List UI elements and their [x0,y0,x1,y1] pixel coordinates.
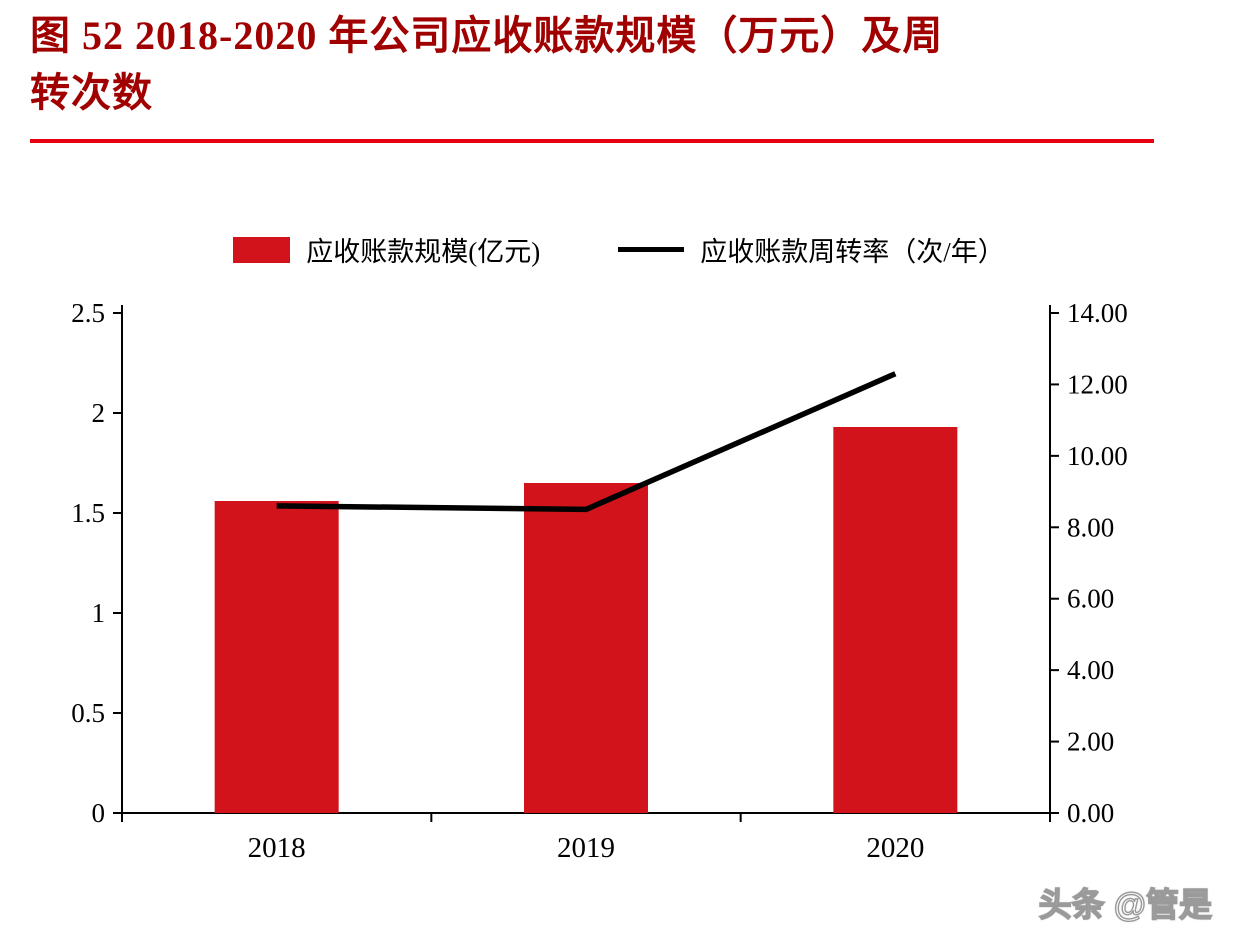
turnover-line [276,371,897,513]
right-axis-tick-label: 6.00 [1067,584,1114,614]
x-axis-label-2020: 2020 [866,832,924,864]
left-axis-tick-label: 2.5 [71,298,105,328]
figure-title-line2: 转次数 [30,69,153,115]
title-underline [30,139,1154,143]
bar-2020 [833,427,958,813]
right-axis-tick-label: 2.00 [1067,727,1114,757]
x-axis-label-2019: 2019 [557,832,615,864]
chart-legend: 应收账款规模(亿元) 应收账款周转率（次/年） [0,230,1238,269]
left-axis-tick-label: 1 [92,598,106,628]
right-axis-tick-label: 10.00 [1067,441,1128,471]
figure-title: 图 52 2018-2020 年公司应收账款规模（万元）及周 转次数 [30,8,943,122]
right-axis-tick-label: 0.00 [1067,798,1114,828]
left-axis-tick-label: 2 [92,398,106,428]
left-axis-tick-label: 0 [92,798,106,828]
bar-2019 [524,483,648,813]
legend-item-receivables-scale: 应收账款规模(亿元) [233,230,540,269]
right-axis-tick-label: 12.00 [1067,369,1128,399]
line-series-label: 应收账款周转率（次/年） [700,237,1005,267]
watermark: 头条 @管是 [1038,885,1213,923]
legend-item-turnover-rate: 应收账款周转率（次/年） [618,230,1005,269]
figure-title-line1: 图 52 2018-2020 年公司应收账款规模（万元）及周 [30,13,944,58]
left-axis-tick-label: 1.5 [71,498,105,528]
line-series-swatch-icon [618,247,685,252]
right-axis-tick-label: 14.00 [1067,298,1128,328]
right-axis-tick-label: 8.00 [1067,512,1114,542]
x-axis-label-2018: 2018 [248,832,306,864]
bar-series-label: 应收账款规模(亿元) [306,237,541,267]
bar-2018 [214,501,339,813]
right-axis-tick-label: 4.00 [1067,655,1114,685]
bar-series-swatch-icon [233,236,291,263]
left-axis-tick-label: 0.5 [71,698,105,728]
